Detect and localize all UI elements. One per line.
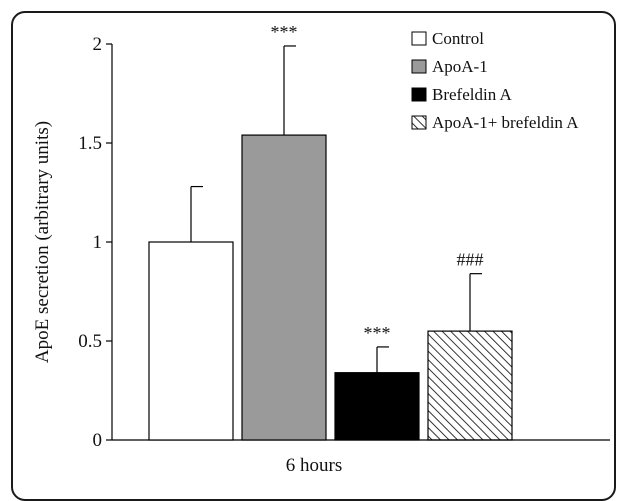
legend-swatch bbox=[411, 87, 427, 102]
y-tick-label: 0.5 bbox=[78, 331, 102, 352]
legend-label: ApoA-1+ brefeldin A bbox=[432, 113, 579, 132]
bar-chart: 0 0.5 1 1.5 2 *** *** ### Control ApoA-1 Brefeld… bbox=[32, 22, 610, 476]
y-ticks: 0 0.5 1 1.5 2 bbox=[78, 34, 112, 451]
legend-label: Brefeldin A bbox=[432, 85, 513, 104]
legend-swatch bbox=[411, 31, 427, 46]
legend-swatch bbox=[411, 115, 427, 130]
y-tick-label: 1.5 bbox=[78, 133, 102, 154]
legend-swatch bbox=[411, 59, 427, 74]
bar bbox=[148, 241, 234, 441]
y-tick-label: 2 bbox=[93, 34, 103, 55]
y-tick-label: 1 bbox=[93, 232, 103, 253]
bar bbox=[241, 134, 327, 441]
legend-label: ApoA-1 bbox=[432, 57, 488, 76]
y-axis-label: ApoE secretion (arbitrary units) bbox=[32, 121, 53, 363]
x-axis-label: 6 hours bbox=[286, 455, 342, 476]
legend-label: Control bbox=[432, 29, 484, 48]
bar bbox=[427, 330, 513, 441]
bars: *** *** ### bbox=[148, 22, 513, 441]
significance-label: ### bbox=[457, 250, 484, 270]
bar bbox=[334, 372, 420, 441]
y-tick-label: 0 bbox=[93, 430, 103, 451]
significance-label: *** bbox=[271, 22, 298, 42]
legend: Control ApoA-1 Brefeldin A ApoA-1+ brefeldi… bbox=[411, 29, 579, 132]
significance-label: *** bbox=[364, 323, 391, 343]
